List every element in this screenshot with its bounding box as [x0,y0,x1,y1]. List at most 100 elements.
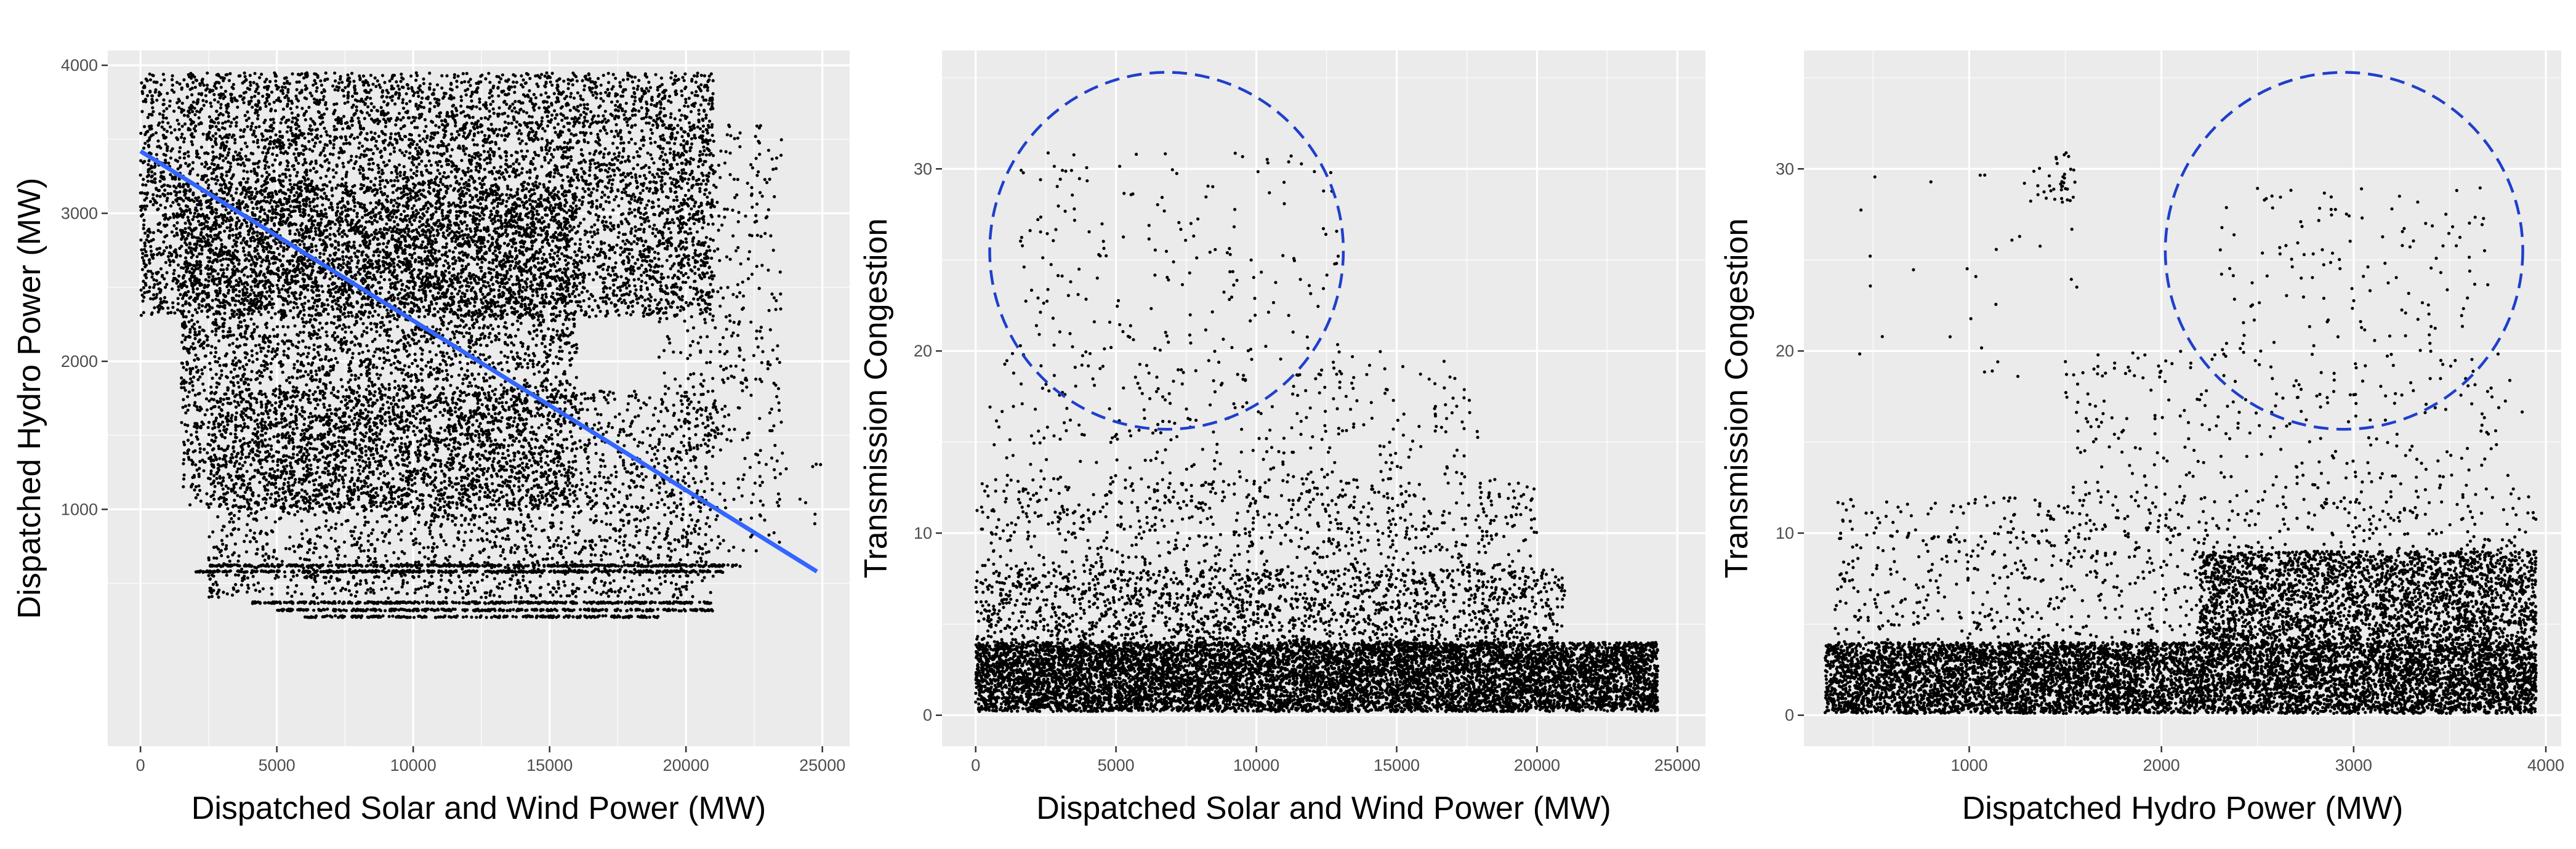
scatter-point [606,225,610,228]
scatter-point [617,155,620,158]
scatter-point [253,95,256,98]
scatter-point [187,127,190,130]
scatter-point [358,168,361,171]
scatter-point [364,91,368,94]
scatter-point [656,172,659,175]
scatter-point [304,118,307,121]
scatter-point [243,128,246,131]
scatter-point [649,268,652,272]
scatter-point [212,93,215,96]
scatter-point [302,313,305,316]
scatter-point [206,135,209,139]
scatter-point [617,204,620,207]
scatter-point [168,185,171,188]
scatter-point [591,308,594,312]
scatter-point [321,165,324,168]
scatter-point [645,204,648,207]
scatter-point [211,159,214,162]
scatter-point [169,244,172,247]
scatter-point [388,159,391,162]
scatter-point [230,177,233,180]
scatter-point [686,276,690,279]
scatter-point [682,274,685,277]
scatter-point [321,98,324,101]
scatter-point [564,150,567,153]
scatter-point [638,175,642,178]
scatter-point [528,77,531,80]
scatter-point [543,107,546,110]
scatter-point [351,314,354,317]
scatter-point [320,84,323,87]
scatter-point [657,95,660,98]
scatter-point [611,183,614,186]
scatter-point [323,154,326,157]
scatter-point [393,138,396,141]
scatter-point [460,177,463,180]
scatter-point [164,261,167,264]
scatter-point [602,156,605,159]
scatter-point [579,260,582,263]
scatter-point [690,207,693,211]
scatter-point [379,187,382,190]
scatter-point [584,310,587,313]
scatter-point [680,143,683,146]
scatter-point [307,132,310,135]
scatter-point [704,183,707,186]
scatter-point [184,162,187,165]
scatter-point [319,123,322,126]
scatter-point [535,177,538,180]
scatter-point [608,257,611,260]
scatter-point [329,227,332,230]
scatter-point [621,191,624,194]
scatter-point [680,114,683,117]
scatter-point [710,97,714,100]
scatter-point [141,252,144,255]
scatter-point [611,114,614,117]
scatter-point [600,84,603,87]
scatter-point [440,86,443,89]
scatter-point [217,121,220,124]
scatter-point [512,117,515,120]
scatter-point [159,83,163,86]
scatter-point [238,199,241,202]
scatter-point [562,125,565,128]
scatter-point [310,160,313,163]
scatter-point [566,218,569,221]
scatter-point [193,113,196,116]
scatter-point [288,142,291,145]
scatter-point [701,130,704,133]
scatter-point [594,253,597,256]
scatter-point [581,291,584,294]
scatter-point [377,313,380,316]
scatter-point [239,155,242,158]
scatter-point [643,228,646,231]
scatter-point [507,115,510,118]
scatter-point [254,135,257,138]
scatter-point [238,231,241,235]
scatter-point [244,79,248,82]
scatter-point [607,196,610,199]
scatter-point [259,264,262,267]
scatter-point [224,156,227,159]
scatter-point [386,181,389,184]
scatter-point [647,81,650,84]
scatter-point [165,300,168,304]
scatter-point [225,226,228,229]
scatter-point [246,177,249,180]
scatter-point [457,74,460,78]
scatter-point [258,125,261,128]
scatter-point [432,188,435,191]
scatter-point [607,265,610,268]
scatter-point [185,270,188,273]
scatter-point [297,162,300,165]
scatter-point [277,279,280,282]
scatter-point [344,86,347,89]
scatter-point [178,150,181,153]
scatter-point [314,227,317,230]
scatter-point [710,102,714,105]
scatter-point [384,119,387,123]
scatter-point [544,288,547,291]
scatter-point [521,286,525,289]
scatter-point [546,124,549,127]
scatter-point [651,124,654,127]
